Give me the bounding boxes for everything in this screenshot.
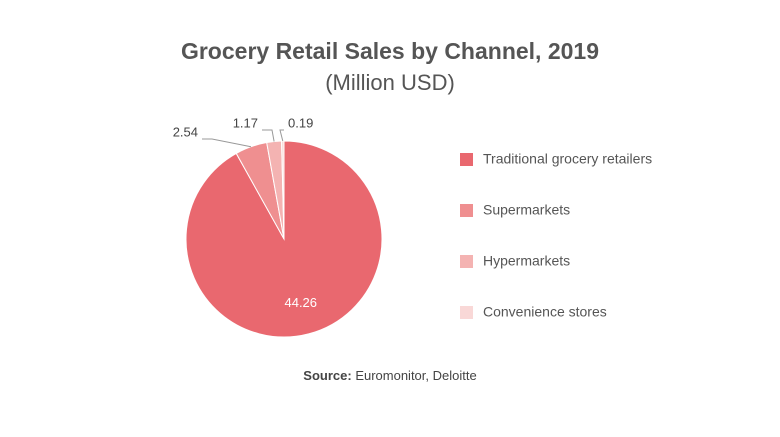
legend-swatch [460, 306, 473, 319]
source-label: Source: [303, 368, 351, 383]
chart-subtitle: (Million USD) [325, 70, 455, 95]
legend-label: Convenience stores [483, 304, 607, 320]
data-label: 2.54 [173, 124, 198, 139]
data-label: 0.19 [288, 115, 313, 130]
leader-line [202, 138, 252, 148]
legend-label: Supermarkets [483, 202, 570, 218]
legend-label: Traditional grocery retailers [483, 151, 652, 167]
legend-swatch [460, 153, 473, 166]
source-note: Source: Euromonitor, Deloitte [303, 368, 476, 383]
legend-swatch [460, 255, 473, 268]
data-label: 44.26 [284, 295, 317, 310]
data-label: 1.17 [233, 115, 258, 130]
legend-swatch [460, 204, 473, 217]
leader-line [262, 129, 275, 142]
source-text: Euromonitor, Deloitte [355, 368, 476, 383]
leader-line [279, 129, 284, 142]
chart-title: Grocery Retail Sales by Channel, 2019 [181, 38, 599, 64]
legend-label: Hypermarkets [483, 253, 570, 269]
